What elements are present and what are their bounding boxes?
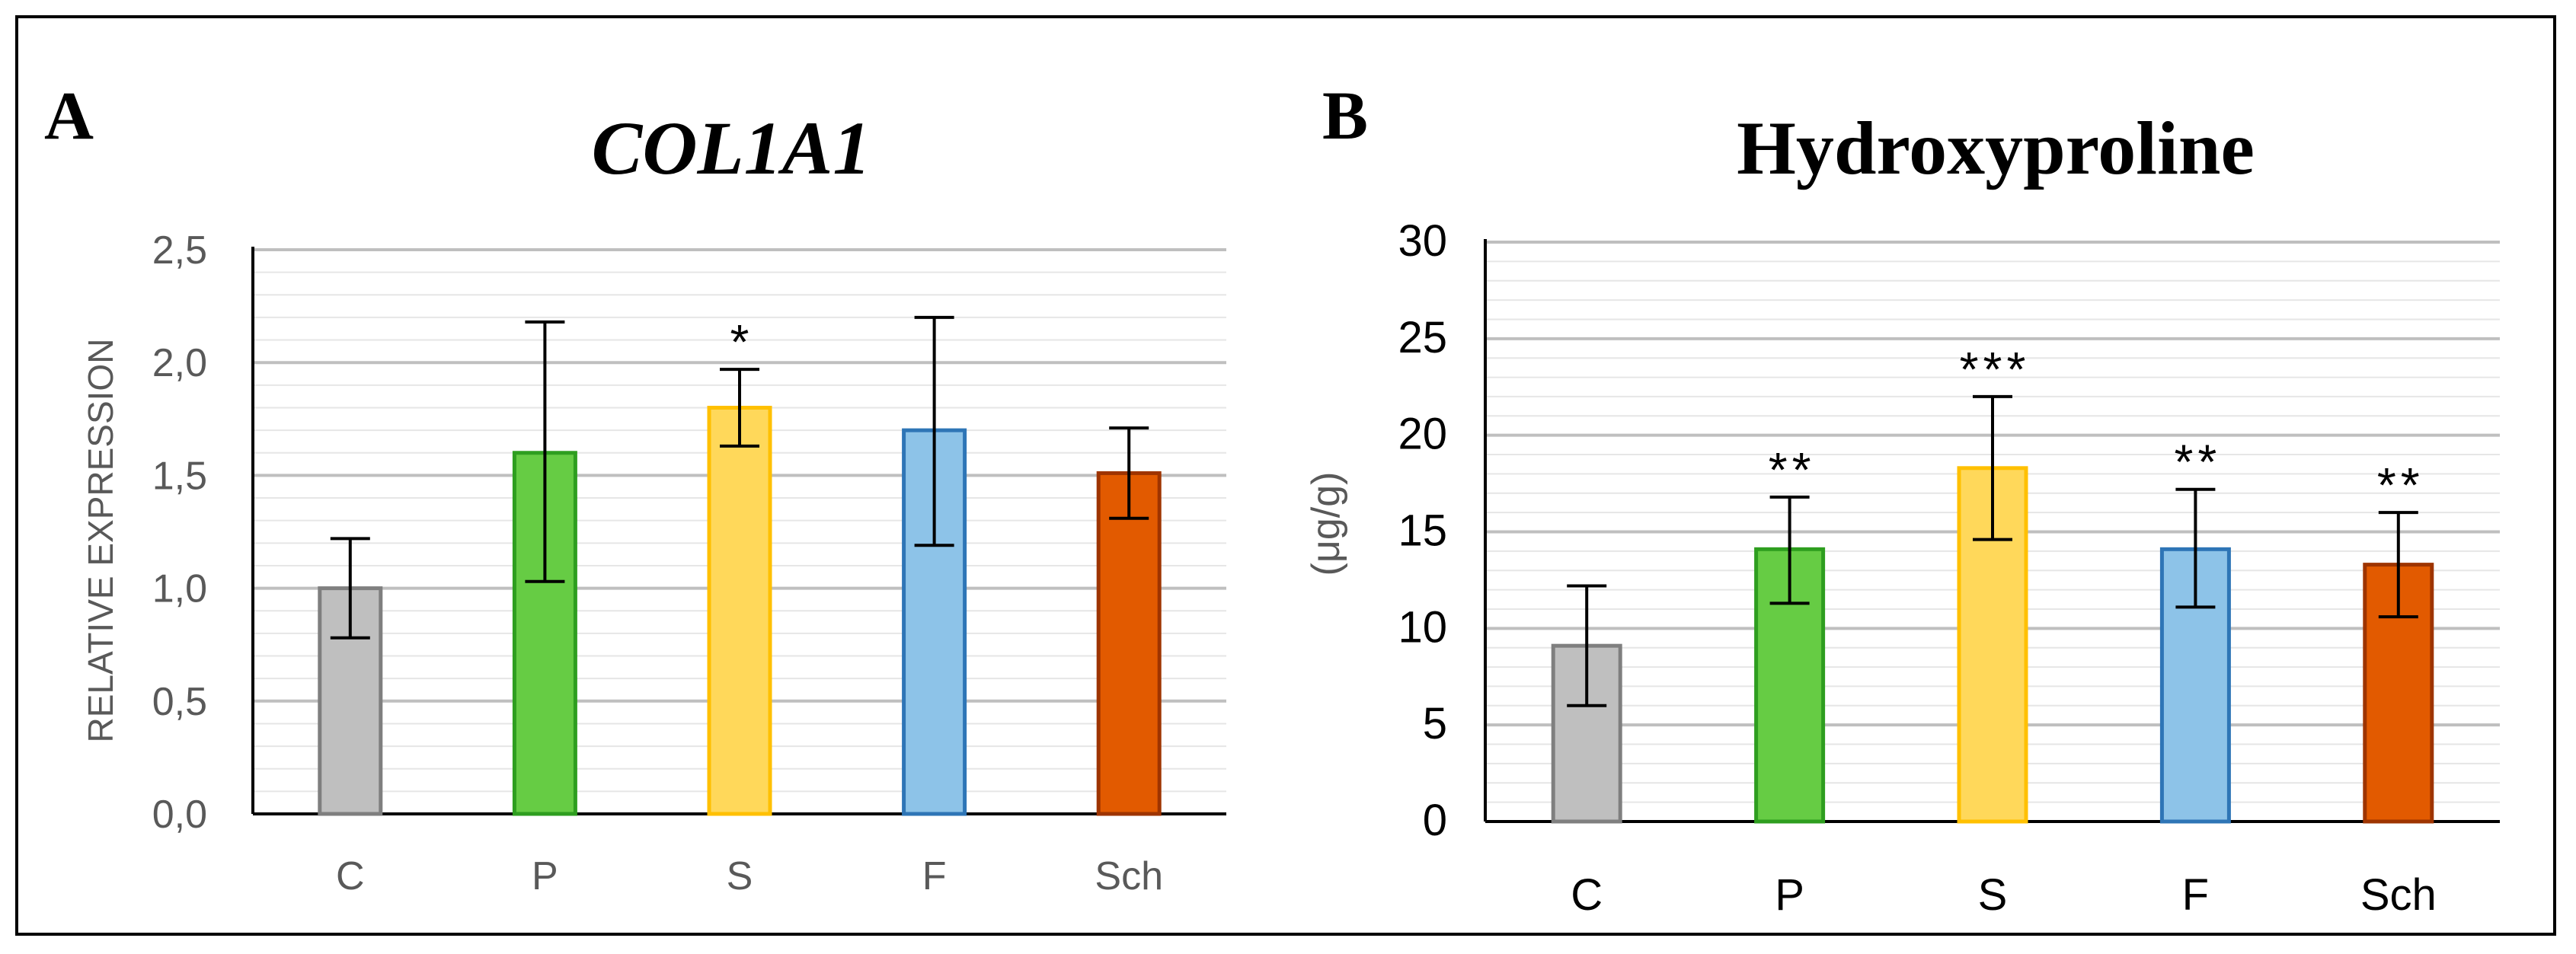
panel-b-ytick-label: 10 bbox=[1398, 602, 1447, 652]
panel-a-letter: A bbox=[44, 78, 94, 154]
panel-b-significance-sch: ** bbox=[2377, 458, 2424, 512]
panel-b-title: Hydroxyproline bbox=[1737, 106, 2255, 190]
panel-a-title: COL1A1 bbox=[592, 106, 871, 190]
panel-a-ytick-label: 2,0 bbox=[152, 341, 207, 385]
panel-b-category-label: S bbox=[1978, 870, 2008, 920]
panel-a-bar-sch bbox=[1096, 471, 1162, 816]
panel-a-significance-s: * bbox=[730, 314, 754, 369]
panel-b-category-label: Sch bbox=[2360, 870, 2437, 920]
panel-b-ytick-label: 25 bbox=[1398, 313, 1447, 362]
panel-b-category-label: F bbox=[2182, 870, 2209, 920]
panel-a-ytick-label: 0,0 bbox=[152, 793, 207, 837]
panel-b-significance-p: ** bbox=[1769, 442, 1816, 497]
panel-a-category-label: C bbox=[336, 854, 365, 898]
panel-b-ytick-label: 15 bbox=[1398, 506, 1447, 556]
panel-b-ytick-label: 30 bbox=[1398, 216, 1447, 266]
panel-b-category-label: P bbox=[1775, 870, 1804, 920]
panel-a-ytick-label: 2,5 bbox=[152, 228, 207, 273]
panel-a-ytick-label: 0,5 bbox=[152, 680, 207, 724]
panel-a-ytick-label: 1,5 bbox=[152, 454, 207, 498]
panel-a-category-label: P bbox=[532, 854, 558, 898]
panel-b-category-label: C bbox=[1571, 870, 1603, 920]
panel-b-plot: 0 5 10 15 20 25 30 C ** P *** S ** F ** Sch bbox=[1398, 216, 2500, 920]
panel-a-bar-f bbox=[902, 428, 967, 816]
panel-a-category-label: S bbox=[727, 854, 753, 898]
panel-a-plot: 0,0 0,5 1,0 1,5 2,0 2,5 C P * S F Sch bbox=[152, 228, 1226, 898]
panel-b-bar-c bbox=[1551, 643, 1622, 824]
panel-b-ylabel: (μg/g) bbox=[1304, 472, 1348, 576]
panel-b-ytick-label: 5 bbox=[1423, 699, 1447, 748]
panel-b-ytick-label: 0 bbox=[1423, 796, 1447, 845]
panel-a-ytick-label: 1,0 bbox=[152, 567, 207, 611]
panel-b-significance-s: *** bbox=[1960, 342, 2031, 397]
panel-b-bar-p bbox=[1754, 547, 1826, 824]
panel-b-letter: B bbox=[1322, 78, 1368, 154]
panel-a-ylabel: RELATIVE EXPRESSION bbox=[81, 339, 120, 743]
panel-a-category-label: F bbox=[922, 854, 947, 898]
panel-b-ytick-label: 20 bbox=[1398, 410, 1447, 459]
panel-a-bar-s bbox=[707, 405, 772, 816]
panel-b-significance-f: ** bbox=[2174, 435, 2221, 490]
panel-a-category-label: Sch bbox=[1095, 854, 1163, 898]
